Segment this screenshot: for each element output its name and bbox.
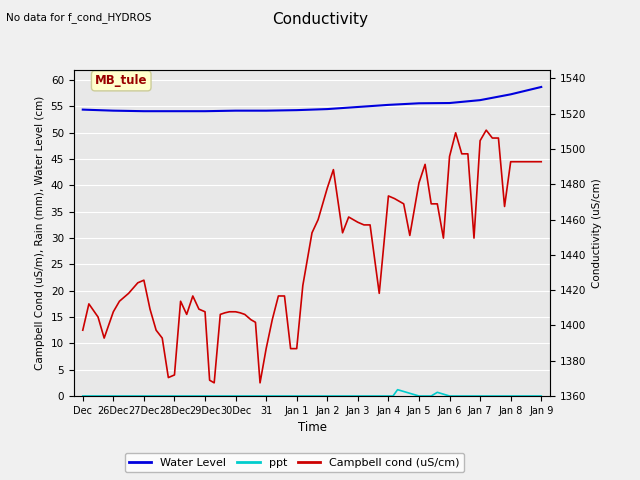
- X-axis label: Time: Time: [298, 421, 326, 434]
- Text: No data for f_cond_HYDROS: No data for f_cond_HYDROS: [6, 12, 152, 23]
- Text: Conductivity: Conductivity: [272, 12, 368, 27]
- Legend: Water Level, ppt, Campbell cond (uS/cm): Water Level, ppt, Campbell cond (uS/cm): [125, 453, 464, 472]
- Y-axis label: Campbell Cond (uS/m), Rain (mm), Water Level (cm): Campbell Cond (uS/m), Rain (mm), Water L…: [35, 96, 45, 370]
- Text: MB_tule: MB_tule: [95, 74, 147, 87]
- Y-axis label: Conductivity (uS/cm): Conductivity (uS/cm): [592, 178, 602, 288]
